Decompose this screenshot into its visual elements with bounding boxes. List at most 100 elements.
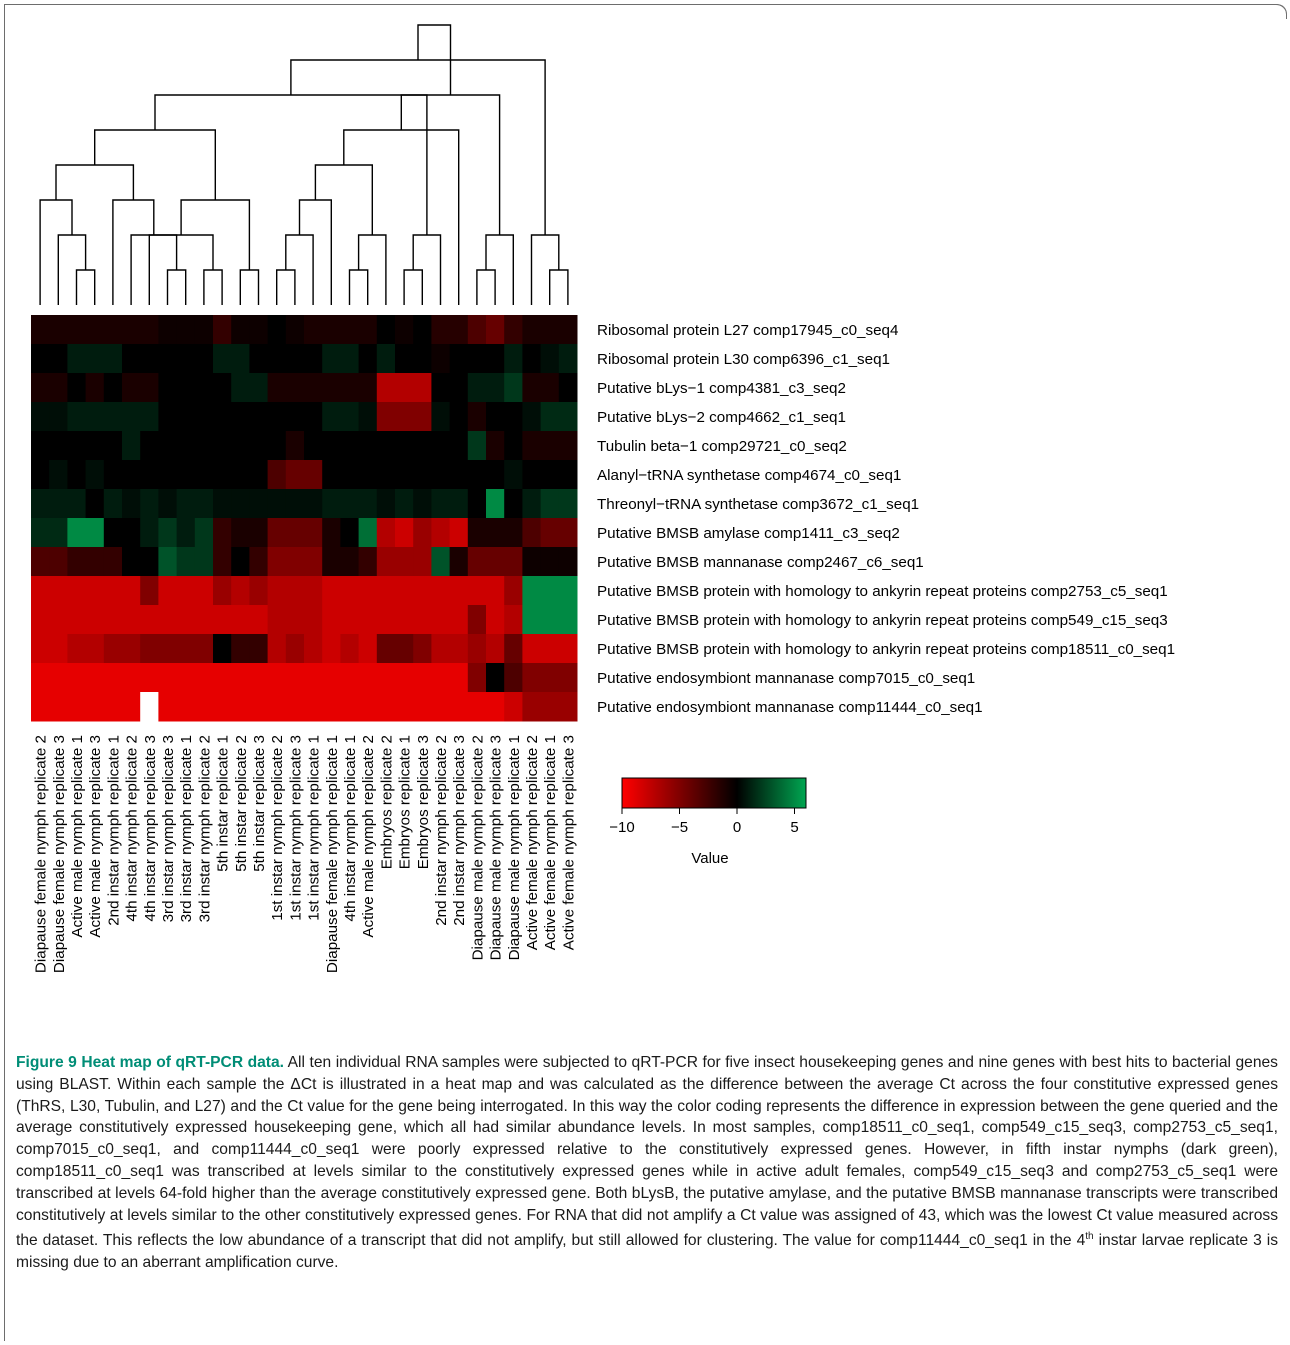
column-label: 1st instar nymph replicate 3 (287, 735, 304, 921)
heatmap-cell (449, 344, 469, 374)
color-key-tick-label: −5 (671, 819, 688, 836)
heatmap-cell (285, 489, 305, 519)
heatmap-cell (304, 460, 323, 490)
heatmap-cell (467, 489, 487, 519)
heatmap-cell (376, 373, 396, 403)
heatmap-cell (431, 344, 451, 374)
heatmap-cell (504, 576, 523, 606)
heatmap-cell (395, 402, 414, 432)
heatmap-cell (49, 547, 68, 577)
heatmap-cell (194, 489, 214, 519)
heatmap-cell (558, 547, 578, 577)
heatmap-cell (340, 344, 360, 374)
heatmap-cell (122, 663, 141, 693)
heatmap-cell (67, 373, 87, 403)
heatmap-cell (176, 663, 196, 693)
heatmap-cell (504, 373, 523, 403)
heatmap-cell (449, 431, 469, 461)
heatmap-cell (85, 315, 105, 345)
heatmap-cell (522, 605, 542, 635)
heatmap-cell (413, 692, 432, 722)
heatmap-cell (49, 373, 68, 403)
heatmap-cell (340, 547, 360, 577)
heatmap-cell (285, 547, 305, 577)
heatmap-cell (49, 692, 68, 722)
heatmap-cell (540, 344, 560, 374)
heatmap-cell (322, 431, 341, 461)
heatmap-cell (249, 431, 269, 461)
heatmap-cell (267, 344, 287, 374)
heatmap-cell (376, 576, 396, 606)
dendrogram-branch (290, 59, 546, 235)
heatmap-cell (340, 402, 360, 432)
heatmap-cell (176, 344, 196, 374)
heatmap-cell (395, 663, 414, 693)
color-key: −10 −5 0 5 Value (609, 777, 807, 867)
heatmap-cell (540, 402, 560, 432)
heatmap-cell (267, 663, 287, 693)
heatmap-cell (231, 431, 250, 461)
heatmap-cell (213, 605, 232, 635)
heatmap-cell (376, 518, 396, 548)
heatmap-cell (158, 315, 178, 345)
heatmap-cell (322, 344, 341, 374)
heatmap-cell (376, 692, 396, 722)
heatmap-cell (413, 460, 432, 490)
heatmap-cell (395, 634, 414, 664)
heatmap-cell (304, 315, 323, 345)
heatmap-cell (322, 663, 341, 693)
heatmap-cell (85, 460, 105, 490)
heatmap-cell (194, 634, 214, 664)
heatmap-cell (103, 547, 123, 577)
heatmap-cell (158, 576, 178, 606)
heatmap-cell (158, 402, 178, 432)
heatmap-cell (285, 315, 305, 345)
heatmap-cell (249, 489, 269, 519)
heatmap-cell (49, 315, 68, 345)
heatmap-cell (194, 402, 214, 432)
heatmap-cell (486, 518, 505, 548)
heatmap-cell (504, 663, 523, 693)
heatmap-cell (340, 692, 360, 722)
heatmap-cell (231, 692, 250, 722)
dendrogram-branch (55, 164, 135, 200)
heatmap-cell (140, 605, 159, 635)
heatmap-cell (67, 402, 87, 432)
heatmap-cell (285, 576, 305, 606)
heatmap-cell (85, 373, 105, 403)
heatmap-cell (540, 547, 560, 577)
heatmap-cell (449, 576, 469, 606)
heatmap-cell (431, 547, 451, 577)
column-labels: Diapause female nymph replicate 2 Diapaus… (33, 735, 578, 973)
column-label: Active male nymph replicate 3 (87, 735, 104, 938)
heatmap-cell (103, 489, 123, 519)
heatmap-cell (267, 634, 287, 664)
dendrogram-branch (154, 94, 428, 235)
heatmap-cell (376, 431, 396, 461)
heatmap-cell (395, 518, 414, 548)
heatmap-cell (140, 402, 159, 432)
heatmap-cell (267, 489, 287, 519)
heatmap-cell (395, 460, 414, 490)
heatmap-cell (395, 373, 414, 403)
heatmap-cell (358, 431, 378, 461)
heatmap-cell (31, 692, 50, 722)
dendrogram-branch (348, 269, 369, 305)
heatmap-cell (304, 402, 323, 432)
heatmap-cell (358, 315, 378, 345)
heatmap-cell (31, 402, 50, 432)
heatmap-cell (522, 431, 542, 461)
heatmap-cell (122, 373, 141, 403)
heatmap-cell (486, 576, 505, 606)
heatmap-cell (540, 315, 560, 345)
heatmap-cell (176, 489, 196, 519)
heatmap-cell (504, 518, 523, 548)
heatmap-cell (176, 634, 196, 664)
heatmap-cell (31, 634, 50, 664)
heatmap-cell (85, 402, 105, 432)
heatmap-cell (449, 663, 469, 693)
heatmap-cell (558, 634, 578, 664)
heatmap-cell (158, 634, 178, 664)
heatmap-cell (431, 460, 451, 490)
heatmap-cell (176, 576, 196, 606)
